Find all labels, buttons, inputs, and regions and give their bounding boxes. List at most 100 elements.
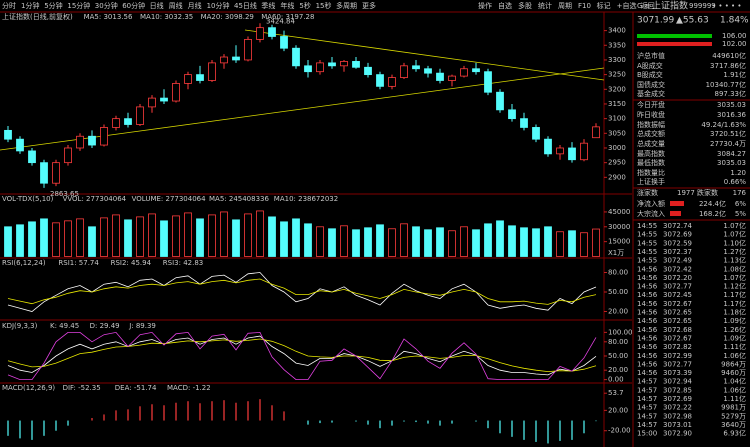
trade-price: 3072.49: [663, 257, 692, 265]
trade-price: 3072.37: [663, 248, 692, 256]
indicator-label: RSI(6,12,24): [2, 259, 46, 267]
toolbar-button[interactable]: F10: [578, 2, 591, 10]
toolbar-button[interactable]: 操作: [478, 1, 492, 10]
candle-body: [472, 68, 480, 73]
toolbar-tab[interactable]: 60分钟: [122, 1, 145, 10]
trade-time: 14:56: [637, 369, 658, 377]
candle-body: [208, 62, 216, 81]
toolbar-tab[interactable]: 日线: [150, 1, 164, 10]
trade-volume: 1.11亿: [723, 394, 746, 403]
toolbar-button[interactable]: 标记: [597, 1, 611, 10]
trade-price: 3072.20: [663, 274, 692, 282]
stat-value: 3720.51亿: [710, 129, 746, 138]
toolbar-tab[interactable]: 季线: [261, 1, 275, 10]
toolbar-tab[interactable]: 15分钟: [67, 1, 90, 10]
toolbar-tab[interactable]: 多周期: [336, 1, 357, 10]
trade-time: 14:56: [637, 352, 658, 360]
candle-body: [124, 118, 132, 125]
candle-body: [100, 127, 108, 146]
y-tick-label: 3350: [608, 41, 626, 49]
trade-price: 3073.39: [663, 369, 692, 377]
trade-price: 3072.67: [663, 300, 692, 308]
volume-bar: [436, 227, 444, 257]
trade-volume: 1.09亿: [723, 316, 746, 325]
indicator-line: [7, 335, 597, 376]
stat-label: 指数量比: [637, 168, 665, 177]
candle-body: [4, 129, 12, 140]
toolbar-tab[interactable]: 更多: [362, 1, 376, 10]
dots: • • • • •: [712, 2, 742, 10]
trade-time: 14:56: [637, 309, 658, 317]
volume-bar: [556, 231, 564, 257]
menu-icon[interactable]: G ≡: [637, 2, 651, 10]
indicator-label: MACD: -1.22: [167, 384, 211, 392]
stat-label: 国债成交: [637, 80, 665, 89]
volume-bar: [400, 223, 408, 257]
toolbar-tab[interactable]: 30分钟: [95, 1, 118, 10]
volume-bar: [376, 224, 384, 257]
candle-body: [568, 147, 576, 161]
toolbar-tab[interactable]: 5秒: [299, 1, 310, 10]
toolbar-button[interactable]: 周期: [558, 2, 572, 10]
candle-body: [376, 74, 384, 87]
volume-bar: [112, 214, 120, 257]
indicator-label: MA10: 238672032: [274, 195, 338, 203]
trade-volume: 1.26亿: [723, 325, 746, 334]
toolbar-tab[interactable]: 年线: [280, 1, 294, 10]
stat-label: 总成交量: [637, 139, 665, 148]
volume-bar: [16, 224, 24, 257]
candle-body: [136, 106, 144, 125]
toolbar-tab[interactable]: 5分钟: [44, 1, 62, 10]
stat-value: 1.91亿: [723, 70, 746, 79]
low-annotation: 2863.65: [50, 190, 79, 198]
y-tick-label: 20.00: [608, 406, 628, 414]
toolbar-button[interactable]: 返回: [641, 2, 655, 10]
volume-bar: [124, 219, 132, 257]
breadth-label: 跌家数: [697, 188, 718, 197]
candle-body: [76, 135, 84, 149]
trade-price: 3072.99: [663, 352, 692, 360]
trade-price: 3072.65: [663, 309, 692, 317]
indicator-label: KDJ(9,3,3): [2, 322, 38, 330]
toolbar-button[interactable]: 自选: [498, 1, 512, 10]
trade-volume: 9864万: [721, 360, 746, 368]
trade-time: 14:55: [637, 231, 657, 239]
volume-bar: [520, 227, 528, 257]
trade-price: 3072.42: [663, 265, 692, 273]
candle-body: [484, 71, 492, 93]
indicator-label: MA60: 3197.28: [261, 13, 314, 21]
volume-bar: [100, 217, 108, 257]
ratio-bar: [637, 34, 712, 38]
toolbar-tab[interactable]: 10分钟: [207, 1, 230, 10]
candle-body: [148, 97, 156, 108]
y-tick-label: 3000: [608, 144, 626, 152]
trade-time: 14:55: [637, 222, 657, 230]
trade-price: 3072.65: [663, 317, 692, 325]
volume-bar: [40, 218, 48, 257]
trade-time: 14:56: [637, 283, 658, 291]
trade-time: 14:56: [637, 300, 658, 308]
trade-price: 3073.01: [663, 421, 692, 429]
volume-bar: [244, 213, 252, 257]
flow-pct: 6%: [735, 200, 746, 208]
toolbar-tab[interactable]: 周线: [169, 1, 183, 10]
toolbar-button[interactable]: +自选: [617, 1, 637, 10]
candle-body: [256, 27, 264, 40]
stat-label: 最低指数: [637, 158, 665, 167]
toolbar-button[interactable]: 多股: [518, 1, 532, 10]
trade-volume: 5279万: [721, 412, 746, 420]
trade-price: 3072.74: [663, 222, 692, 230]
volume-bar: [424, 229, 432, 257]
candle-body: [364, 66, 372, 76]
toolbar-tab[interactable]: 分时: [2, 1, 16, 10]
indicator-label: RSI3: 42.83: [163, 259, 203, 267]
trade-volume: 1.04亿: [723, 377, 746, 386]
toolbar-tab[interactable]: 45日线: [234, 1, 257, 10]
y-tick-label: 80.00: [608, 338, 628, 346]
trade-price: 3072.69: [663, 231, 692, 239]
toolbar-tab[interactable]: 1分钟: [21, 1, 39, 10]
toolbar-button[interactable]: 统计: [538, 1, 552, 10]
toolbar-tab[interactable]: 15秒: [316, 1, 332, 10]
toolbar-tab[interactable]: 月线: [188, 1, 202, 10]
trade-volume: 1.17亿: [723, 299, 746, 308]
